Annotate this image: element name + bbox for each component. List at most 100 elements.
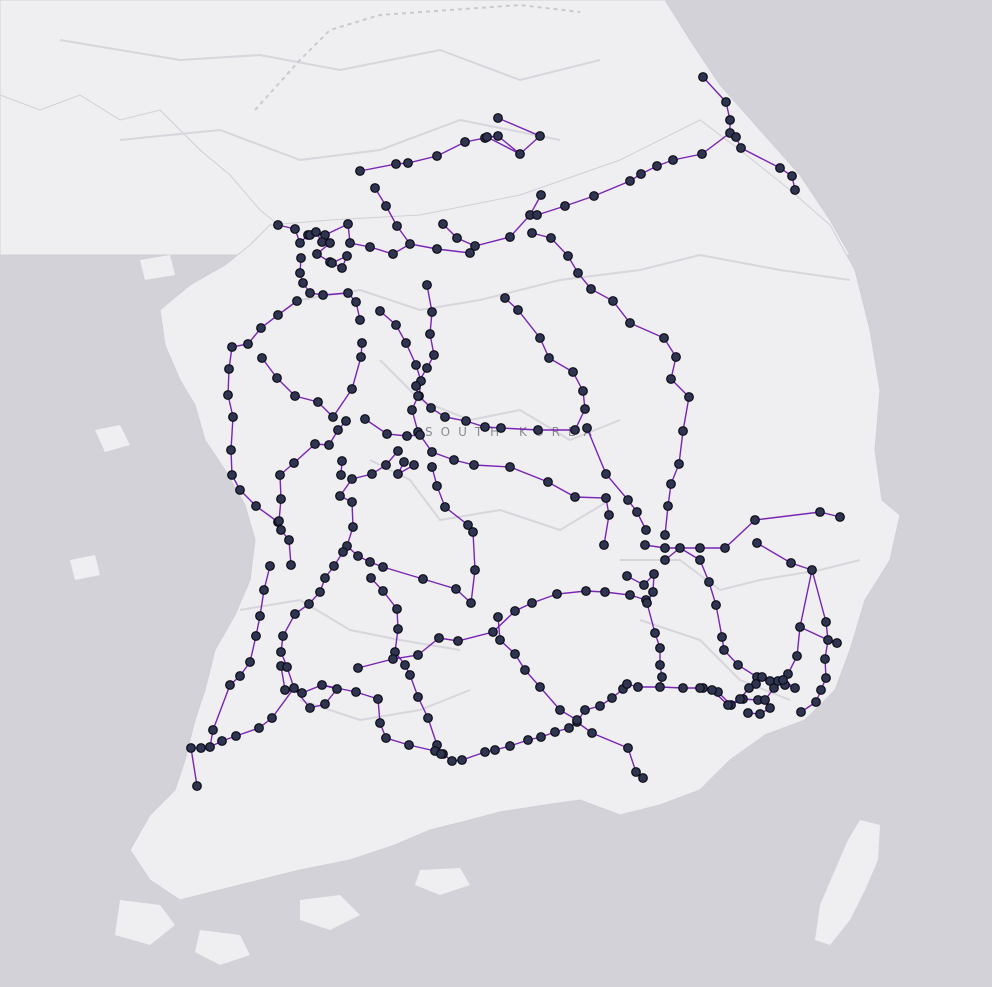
network-node[interactable] <box>570 425 580 435</box>
network-node[interactable] <box>434 633 444 643</box>
network-node[interactable] <box>719 645 729 655</box>
network-node[interactable] <box>452 233 462 243</box>
network-node[interactable] <box>470 241 480 251</box>
network-node[interactable] <box>357 338 367 348</box>
network-node[interactable] <box>595 701 605 711</box>
network-node[interactable] <box>255 611 265 621</box>
network-node[interactable] <box>639 580 649 590</box>
network-node[interactable] <box>342 251 352 261</box>
network-node[interactable] <box>393 446 403 456</box>
network-node[interactable] <box>707 685 717 695</box>
network-node[interactable] <box>570 492 580 502</box>
network-node[interactable] <box>208 725 218 735</box>
network-node[interactable] <box>413 391 423 401</box>
network-node[interactable] <box>405 670 415 680</box>
network-node[interactable] <box>659 333 669 343</box>
network-node[interactable] <box>411 381 421 391</box>
network-node[interactable] <box>402 431 412 441</box>
network-node[interactable] <box>391 159 401 169</box>
network-node[interactable] <box>778 675 788 685</box>
network-node[interactable] <box>641 525 651 535</box>
network-node[interactable] <box>535 333 545 343</box>
network-node[interactable] <box>451 584 461 594</box>
network-node[interactable] <box>317 237 327 247</box>
network-node[interactable] <box>375 306 385 316</box>
network-node[interactable] <box>400 660 410 670</box>
network-node[interactable] <box>366 573 376 583</box>
network-node[interactable] <box>391 320 401 330</box>
network-node[interactable] <box>622 679 632 689</box>
network-node[interactable] <box>235 671 245 681</box>
network-node[interactable] <box>663 501 673 511</box>
network-node[interactable] <box>367 469 377 479</box>
network-node[interactable] <box>523 735 533 745</box>
network-node[interactable] <box>717 632 727 642</box>
network-node[interactable] <box>720 543 730 553</box>
network-node[interactable] <box>792 651 802 661</box>
network-node[interactable] <box>328 412 338 422</box>
network-node[interactable] <box>625 176 635 186</box>
network-node[interactable] <box>632 507 642 517</box>
network-node[interactable] <box>388 249 398 259</box>
network-node[interactable] <box>313 397 323 407</box>
network-node[interactable] <box>666 479 676 489</box>
network-node[interactable] <box>392 604 402 614</box>
network-node[interactable] <box>655 682 665 692</box>
network-node[interactable] <box>399 457 409 467</box>
network-node[interactable] <box>468 527 478 537</box>
network-node[interactable] <box>337 456 347 466</box>
network-node[interactable] <box>411 360 421 370</box>
network-node[interactable] <box>480 422 490 432</box>
network-node[interactable] <box>536 732 546 742</box>
network-node[interactable] <box>256 323 266 333</box>
network-node[interactable] <box>589 191 599 201</box>
network-node[interactable] <box>820 654 830 664</box>
network-node[interactable] <box>298 278 308 288</box>
network-node[interactable] <box>347 384 357 394</box>
network-node[interactable] <box>355 166 365 176</box>
network-node[interactable] <box>721 97 731 107</box>
network-node[interactable] <box>292 296 302 306</box>
network-node[interactable] <box>527 598 537 608</box>
network-node[interactable] <box>440 412 450 422</box>
network-node[interactable] <box>272 373 282 383</box>
network-node[interactable] <box>671 352 681 362</box>
network-node[interactable] <box>304 599 314 609</box>
network-node[interactable] <box>284 535 294 545</box>
network-node[interactable] <box>510 649 520 659</box>
network-node[interactable] <box>217 736 227 746</box>
network-node[interactable] <box>546 233 556 243</box>
network-node[interactable] <box>604 510 614 520</box>
network-node[interactable] <box>493 131 503 141</box>
network-node[interactable] <box>608 296 618 306</box>
network-node[interactable] <box>660 543 670 553</box>
network-node[interactable] <box>835 512 845 522</box>
network-node[interactable] <box>427 447 437 457</box>
network-node[interactable] <box>704 577 714 587</box>
network-node[interactable] <box>495 635 505 645</box>
network-node[interactable] <box>496 423 506 433</box>
network-node[interactable] <box>305 288 315 298</box>
network-node[interactable] <box>675 543 685 553</box>
network-node[interactable] <box>755 709 765 719</box>
network-node[interactable] <box>449 455 459 465</box>
network-node[interactable] <box>275 470 285 480</box>
network-node[interactable] <box>273 310 283 320</box>
network-node[interactable] <box>622 571 632 581</box>
network-node[interactable] <box>599 540 609 550</box>
network-node[interactable] <box>259 585 269 595</box>
network-node[interactable] <box>744 683 754 693</box>
network-node[interactable] <box>493 113 503 123</box>
network-node[interactable] <box>821 617 831 627</box>
network-node[interactable] <box>493 612 503 622</box>
network-node[interactable] <box>312 249 322 259</box>
network-node[interactable] <box>572 715 582 725</box>
network-node[interactable] <box>482 132 492 142</box>
network-node[interactable] <box>666 374 676 384</box>
network-node[interactable] <box>251 631 261 641</box>
network-node[interactable] <box>427 462 437 472</box>
network-node[interactable] <box>601 469 611 479</box>
network-node[interactable] <box>436 749 446 759</box>
network-node[interactable] <box>205 742 215 752</box>
